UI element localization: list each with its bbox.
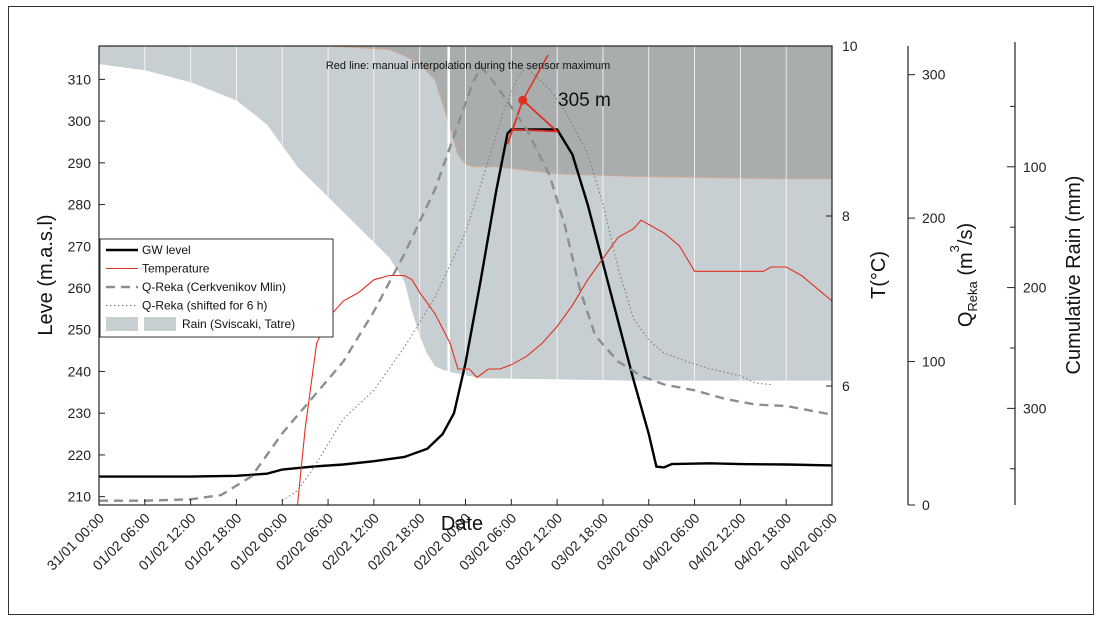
tick-label-temp: 10: [842, 38, 858, 54]
legend-swatch-rain-2: [144, 317, 176, 331]
figure-frame: [8, 6, 1094, 615]
legend-label: GW level: [142, 243, 191, 257]
tick-label-left: 280: [68, 197, 92, 213]
tick-label-q: 200: [922, 210, 946, 226]
tick-label-rain: 200: [1023, 280, 1047, 296]
tick-label-left: 290: [68, 155, 92, 171]
y-rain-title: Cumulative Rain (mm): [1063, 176, 1085, 375]
tick-label-left: 210: [68, 489, 92, 505]
series-temperature: [296, 219, 833, 506]
legend-label: Q-Reka (Cerkvenikov Mlin): [142, 280, 286, 294]
tick-label-rain: 300: [1023, 400, 1047, 416]
annotation-note: Red line: manual interpolation during th…: [326, 60, 610, 72]
tick-label-left: 270: [68, 238, 92, 254]
y-q-title-part: Q: [955, 312, 977, 328]
y-q-title-part: 3: [947, 245, 962, 252]
tick-label-left: 220: [68, 447, 92, 463]
y-left-title: Leve (m.a.s.l): [35, 214, 57, 335]
legend-label: Q-Reka (shifted for 6 h): [142, 299, 267, 313]
x-axis-title: Date: [441, 513, 483, 535]
y-q-title-part: Reka: [965, 280, 980, 311]
annotation-pointer: [522, 54, 549, 101]
series-manual-interpolation: [506, 98, 560, 145]
y-q-title-part: (m: [955, 252, 977, 281]
legend-box: [99, 238, 334, 338]
tick-label-left: 250: [68, 322, 92, 338]
tick-label-left: 310: [68, 71, 92, 87]
tick-label-left: 300: [68, 113, 92, 129]
tick-label-temp: 8: [842, 208, 850, 224]
tick-label-rain: 100: [1023, 159, 1047, 175]
tick-label-q: 300: [922, 67, 946, 83]
tick-label-left: 240: [68, 363, 92, 379]
tick-label-left: 260: [68, 280, 92, 296]
tick-label-temp: 6: [842, 378, 850, 394]
tick-label-q: 0: [922, 497, 930, 513]
y-q-title: QReka (m3/s): [947, 223, 980, 327]
peak-label: 305 m: [558, 90, 611, 111]
legend-swatch-rain-1: [106, 317, 138, 331]
tick-label-left: 230: [68, 405, 92, 421]
tick-label-q: 100: [922, 354, 946, 370]
legend-label: Temperature: [142, 262, 210, 276]
y-temp-title: T(°C): [868, 251, 890, 299]
series-q-reka-cerkvenikov-mlin-: [99, 65, 833, 502]
y-q-title-part: /s): [955, 223, 977, 245]
series-gw-level: [99, 128, 833, 478]
legend-label: Rain (Sviscaki, Tatre): [182, 317, 295, 331]
